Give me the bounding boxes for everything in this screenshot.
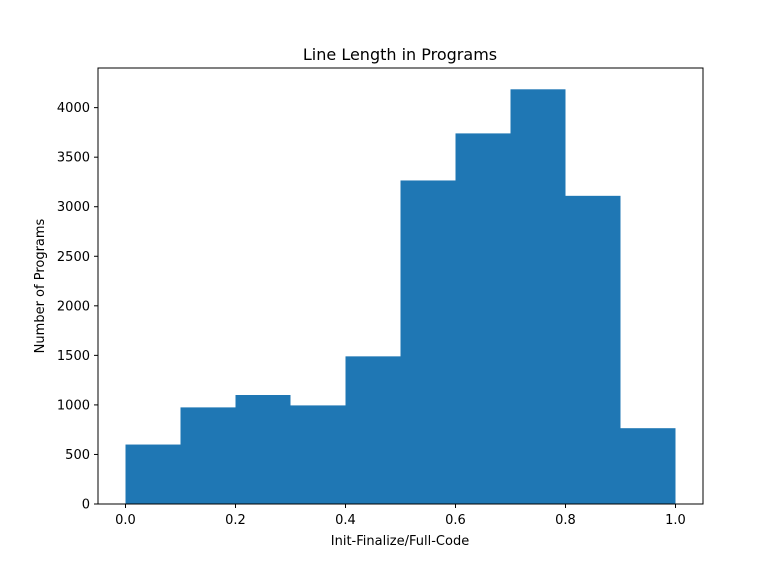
plot-frame: [97, 67, 704, 505]
y-tick-label: 1000: [57, 398, 90, 413]
y-tick-label: 2000: [57, 299, 90, 314]
x-tick-label: 0.6: [445, 513, 466, 528]
histogram-bar-8: [565, 195, 621, 504]
histogram-bar-7: [510, 89, 566, 505]
y-tick-label: 3000: [57, 200, 90, 215]
y-axis-label: Number of Programs: [33, 218, 48, 353]
chart-title: Line Length in Programs: [303, 45, 497, 64]
bars-group: [125, 89, 676, 505]
histogram-bar-4: [345, 356, 401, 504]
y-tick-label: 4000: [57, 101, 90, 116]
y-tick-label: 500: [65, 448, 90, 463]
histogram-bar-5: [400, 180, 456, 504]
histogram-bar-3: [290, 405, 346, 504]
x-axis-label: Init-Finalize/Full-Code: [331, 534, 469, 549]
y-tick-label: 1500: [57, 349, 90, 364]
y-tick-label: 3500: [57, 151, 90, 166]
histogram-bar-2: [235, 395, 291, 504]
x-axis-ticks: 0.0 0.2 0.4 0.6 0.8 1.0: [115, 504, 686, 528]
x-tick-label: 1.0: [665, 513, 686, 528]
x-tick-label: 0.0: [115, 513, 136, 528]
x-tick-label: 0.8: [555, 513, 576, 528]
histogram-bar-6: [455, 133, 511, 504]
x-tick-label: 0.4: [335, 513, 356, 528]
y-axis-ticks: 0 500 1000 1500 2000 2500 3000 3500 4000: [57, 101, 98, 513]
histogram-bar-1: [180, 407, 236, 504]
y-tick-label: 0: [82, 498, 90, 513]
y-tick-label: 2500: [57, 250, 90, 265]
histogram-bar-0: [125, 444, 181, 504]
histogram-bar-9: [620, 428, 676, 504]
x-tick-label: 0.2: [225, 513, 246, 528]
